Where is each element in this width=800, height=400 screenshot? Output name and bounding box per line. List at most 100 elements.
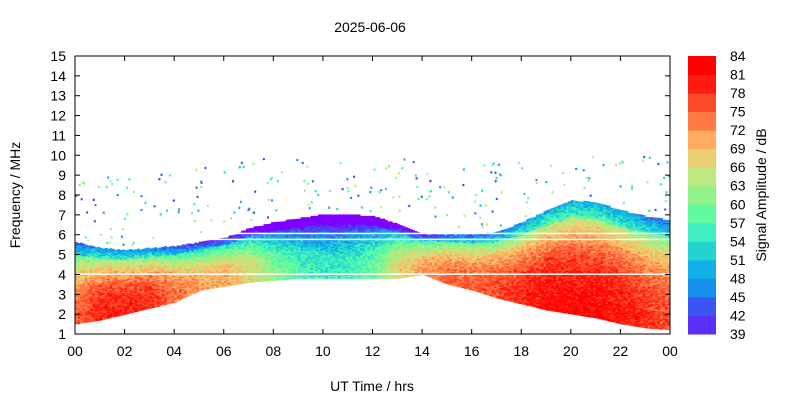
heatmap-cell [112, 290, 116, 293]
heatmap-cell [243, 281, 247, 284]
heatmap-cell [159, 248, 163, 251]
heatmap-cell [127, 264, 130, 267]
heatmap-cell [179, 285, 183, 288]
heatmap-cell [97, 248, 101, 251]
heatmap-cell [112, 296, 116, 299]
heatmap-cell [119, 268, 123, 270]
heatmap-cell [119, 276, 123, 279]
heatmap-cell [141, 262, 145, 265]
heatmap-cell [218, 255, 222, 257]
heatmap-cell [154, 298, 158, 301]
heatmap-cell [102, 286, 106, 288]
heatmap-cell [136, 298, 140, 301]
heatmap-cell [189, 282, 192, 285]
heatmap-cell [144, 269, 148, 271]
heatmap-cell [159, 287, 163, 290]
heatmap-cell [201, 262, 205, 264]
heatmap-cell [107, 305, 111, 308]
heatmap-cell [97, 249, 101, 252]
heatmap-cell [89, 256, 93, 259]
heatmap-cell [102, 259, 106, 262]
heatmap-cell [107, 268, 111, 271]
heatmap-cell [179, 251, 183, 253]
heatmap-cell [203, 257, 207, 260]
heatmap-cell [243, 262, 247, 265]
heatmap-cell [112, 268, 116, 271]
heatmap-cell [270, 222, 274, 224]
heatmap-cell [124, 261, 128, 264]
heatmap-cell [122, 284, 125, 286]
heatmap-cell [87, 284, 91, 287]
heatmap-cell [77, 276, 81, 279]
heatmap-cell [87, 320, 91, 323]
heatmap-cell [136, 266, 140, 269]
heatmap-cell [117, 279, 121, 282]
heatmap-cell [122, 307, 125, 310]
heatmap-cell [216, 284, 220, 287]
heatmap-cell [231, 236, 235, 239]
heatmap-cell [231, 253, 235, 255]
heatmap-cell [194, 277, 197, 280]
heatmap-cell [77, 311, 81, 313]
heatmap-cell [94, 309, 98, 312]
heatmap-cell [169, 295, 173, 297]
heatmap-cell [119, 272, 123, 275]
heatmap-cell [159, 296, 163, 298]
heatmap-cell [146, 258, 150, 261]
heatmap-cell [246, 242, 249, 245]
heatmap-cell [211, 271, 215, 274]
heatmap-cell [151, 289, 155, 292]
heatmap-cell [201, 281, 205, 284]
heatmap-cell [213, 255, 217, 258]
heatmap-cell [149, 249, 153, 252]
heatmap-cell [92, 318, 96, 321]
heatmap-cell [149, 285, 153, 288]
heatmap-cell [134, 299, 138, 302]
heatmap-cell [84, 280, 88, 283]
heatmap-cell [169, 285, 173, 288]
heatmap-cell [179, 284, 183, 287]
heatmap-cell [144, 289, 148, 292]
heatmap-cell [236, 274, 240, 277]
heatmap-cell [221, 258, 225, 261]
heatmap-cell [174, 266, 178, 268]
heatmap-cell [149, 291, 153, 294]
heatmap-cell [139, 256, 143, 259]
heatmap-cell [161, 288, 165, 291]
heatmap-cell [94, 265, 98, 268]
heatmap-cell [174, 299, 178, 302]
heatmap-cell [181, 288, 185, 291]
heatmap-cell [194, 252, 197, 255]
heatmap-cell [174, 284, 178, 286]
heatmap-cell [114, 281, 118, 284]
heatmap-cell [223, 250, 227, 252]
heatmap-cell [156, 270, 160, 273]
heatmap-cell [233, 262, 237, 265]
heatmap-cell [104, 281, 108, 284]
heatmap-cell [233, 276, 237, 279]
heatmap-cell [102, 308, 106, 311]
heatmap-cell [246, 278, 249, 281]
heatmap-cell [243, 263, 247, 266]
heatmap-cell [127, 294, 130, 296]
heatmap-cell [146, 306, 150, 308]
heatmap-cell [179, 291, 183, 294]
heatmap-cell [176, 267, 180, 270]
heatmap-cell [87, 313, 91, 316]
heatmap-cell [77, 322, 81, 325]
heatmap-cell [166, 259, 170, 262]
heatmap-cell [107, 259, 111, 262]
heatmap-cell [156, 268, 160, 271]
heatmap-cell [206, 257, 210, 259]
heatmap-cell [97, 271, 101, 274]
heatmap-cell [246, 261, 249, 264]
heatmap-cell [176, 264, 180, 267]
heatmap-cell [146, 260, 150, 262]
heatmap-cell [179, 263, 183, 266]
heatmap-cell [112, 283, 116, 286]
heatmap-cell [127, 303, 130, 306]
heatmap-cell [317, 214, 321, 217]
heatmap-cell [97, 305, 101, 307]
heatmap-cell [246, 268, 249, 271]
heatmap-cell [149, 281, 153, 284]
